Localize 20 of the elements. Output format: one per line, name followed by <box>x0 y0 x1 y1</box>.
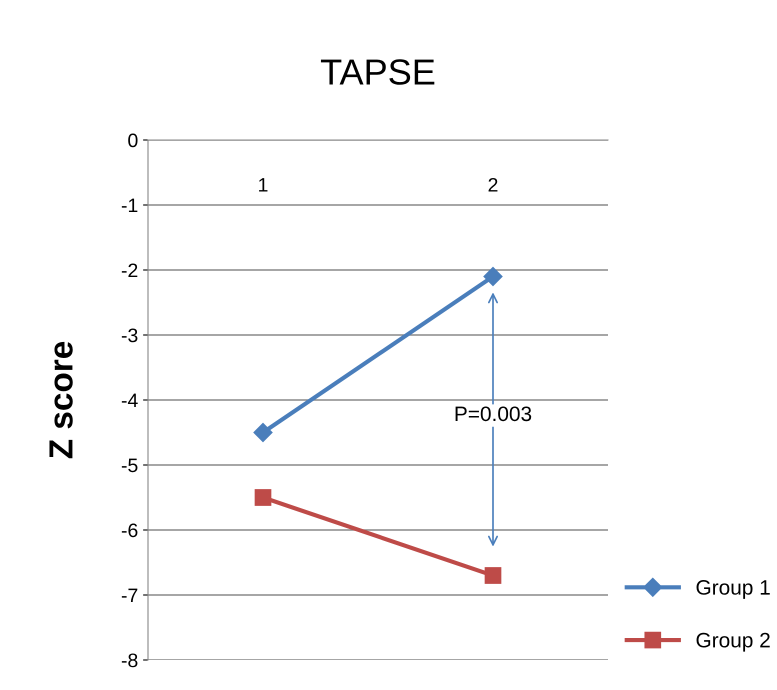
point <box>483 266 503 286</box>
chart-title: TAPSE <box>320 59 434 85</box>
y-tick-label: -4 <box>122 394 138 408</box>
y-tick-label: -6 <box>122 523 138 538</box>
point <box>253 422 273 442</box>
y-axis-title: Z score <box>49 342 73 458</box>
y-tick-label: -2 <box>122 263 138 278</box>
y-tick-label: 0 <box>128 133 138 148</box>
annotation: P=0.003 <box>456 406 532 422</box>
y-tick-label: -3 <box>122 328 138 342</box>
y-tick-label: -7 <box>122 588 138 602</box>
x-tick-label: 2 <box>488 178 498 192</box>
point <box>484 567 502 584</box>
legend-label: Group 1 <box>696 580 770 599</box>
legend-label: Group 2 <box>696 632 770 652</box>
x-tick-label: 1 <box>259 178 268 192</box>
y-tick-label: -1 <box>122 198 138 212</box>
y-tick-label: -5 <box>122 458 138 472</box>
point <box>254 489 272 506</box>
y-tick-label: -8 <box>122 653 138 668</box>
